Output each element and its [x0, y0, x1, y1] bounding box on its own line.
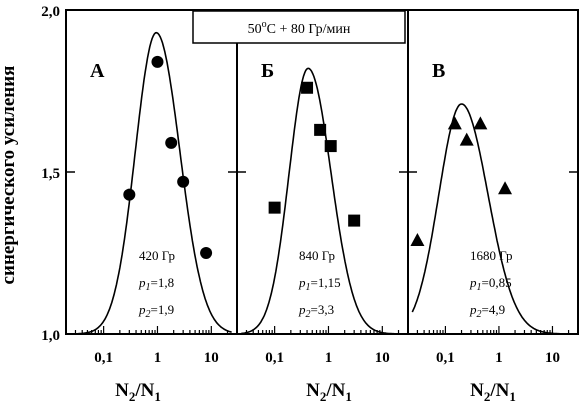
- data-point-1-4: [348, 214, 361, 227]
- panel-p2-sub-2: 2: [477, 309, 482, 320]
- x-axis-label-0: N2/N1: [115, 380, 161, 404]
- panel-p2-base-1: p: [298, 302, 306, 317]
- x-label-slash-0: /N: [134, 380, 154, 401]
- panel-p1-value-0: =1,8: [151, 275, 175, 290]
- panel-p2-value-2: =4,9: [482, 302, 506, 317]
- panel-dose-1: 840 Гр: [299, 248, 335, 263]
- x-label-sub2-2: 1: [509, 389, 516, 404]
- panel-p1-1: p1=1,15: [298, 275, 341, 293]
- x-label-slash-2: /N: [489, 380, 509, 401]
- fit-curve-0: [70, 31, 232, 335]
- x-tick-label-0-0: 0,1: [94, 350, 113, 366]
- x-tick-label-2-2: 10: [545, 350, 560, 366]
- panel-p2-2: p2=4,9: [469, 302, 505, 320]
- data-point-2-2: [459, 132, 474, 146]
- x-label-sub2-1: 1: [345, 389, 352, 404]
- x-tick-label-0-2: 10: [204, 350, 219, 366]
- chart-title: 50oC + 80 Гр/мин: [248, 19, 351, 37]
- x-label-sub1-2: 2: [484, 389, 491, 404]
- x-axis-labels: N2/N1 N2/N1 N2/N1: [115, 380, 516, 404]
- data-point-1-0: [268, 201, 281, 214]
- x-tick-label-1-2: 10: [375, 350, 390, 366]
- panel-p1-value-2: =0,85: [482, 275, 512, 290]
- panel-p1-base-1: p: [298, 275, 306, 290]
- panel-letter-2: В: [432, 60, 445, 82]
- x-tick-label-1-1: 1: [325, 350, 333, 366]
- panel-p2-value-0: =1,9: [151, 302, 175, 317]
- panel-p1-base-0: p: [138, 275, 146, 290]
- data-point-0-3: [177, 175, 190, 188]
- data-point-1-3: [324, 140, 337, 153]
- title-value: 50: [248, 22, 262, 37]
- data-point-2-4: [498, 181, 513, 195]
- x-label-main-0: N: [115, 380, 129, 401]
- panel-p1-sub-1: 1: [306, 282, 311, 293]
- panel-dose-2: 1680 Гр: [470, 248, 512, 263]
- data-point-0-0: [123, 188, 136, 201]
- panel-p1-sub-2: 1: [477, 282, 482, 293]
- x-tick-label-0-1: 1: [154, 350, 162, 366]
- data-point-0-4: [200, 247, 213, 259]
- x-label-main-2: N: [470, 380, 484, 401]
- chart-title-frame: [192, 10, 406, 44]
- fit-curve-1: [241, 67, 403, 335]
- chart-title-box: 50oC + 80 Гр/мин: [192, 10, 406, 44]
- y-tick-label-1: 1,5: [41, 166, 60, 182]
- panel-dose-0: 420 Гр: [139, 248, 175, 263]
- panel-p2-base-2: p: [469, 302, 477, 317]
- title-degree: o: [262, 19, 267, 30]
- panel-p2-base-0: p: [138, 302, 146, 317]
- data-point-1-1: [301, 81, 314, 94]
- title-rest: C + 80 Гр/мин: [267, 22, 351, 37]
- data-point-2-0: [410, 233, 425, 247]
- y-tick-label-0: 1,0: [41, 328, 60, 344]
- x-axis-label-2: N2/N1: [470, 380, 516, 404]
- panel-p1-base-2: p: [469, 275, 477, 290]
- data-point-0-2: [165, 136, 178, 149]
- panel-p1-0: p1=1,8: [138, 275, 174, 293]
- x-label-slash-1: /N: [325, 380, 345, 401]
- panel-p1-sub-0: 1: [146, 282, 151, 293]
- y-tick-label-2: 2,0: [41, 4, 60, 20]
- x-axis-label-1: N2/N1: [306, 380, 352, 404]
- x-tick-label-1-0: 0,1: [265, 350, 284, 366]
- panel-p2-value-1: =3,3: [311, 302, 335, 317]
- data-point-0-1: [151, 55, 164, 68]
- x-label-sub1-1: 2: [320, 389, 327, 404]
- panel-p1-value-1: =1,15: [311, 275, 341, 290]
- x-label-sub1-0: 2: [129, 389, 136, 404]
- data-point-1-2: [314, 123, 327, 136]
- x-tick-label-2-0: 0,1: [436, 350, 455, 366]
- x-label-sub2-0: 1: [154, 389, 161, 404]
- x-label-main-1: N: [306, 380, 320, 401]
- panel-p2-sub-0: 2: [146, 309, 151, 320]
- panel-p2-1: p2=3,3: [298, 302, 334, 320]
- panel-letter-1: Б: [261, 60, 274, 82]
- y-axis-label: синергического усиления: [0, 66, 19, 285]
- fit-curve-2: [411, 103, 573, 335]
- panel-p2-sub-1: 2: [306, 309, 311, 320]
- panel-p2-0: p2=1,9: [138, 302, 174, 320]
- x-tick-label-2-1: 1: [495, 350, 503, 366]
- data-point-2-3: [473, 116, 488, 130]
- panel-p1-2: p1=0,85: [469, 275, 512, 293]
- data-point-2-1: [447, 116, 462, 130]
- y-axis-ticks: 1,0 1,5 2,0: [41, 4, 60, 344]
- panel-letter-0: А: [90, 60, 105, 82]
